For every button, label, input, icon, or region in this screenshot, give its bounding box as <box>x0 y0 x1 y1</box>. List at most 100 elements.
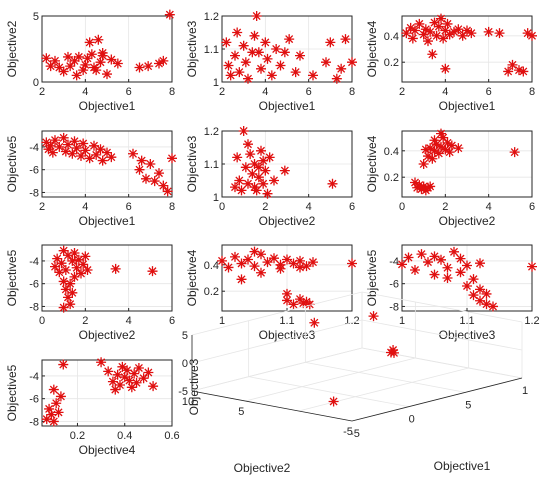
y-axis-line <box>191 390 353 422</box>
x-tick-label: 0.2 <box>70 430 85 442</box>
scatter-point <box>50 135 60 146</box>
x-tick-label: 8 <box>169 201 175 213</box>
x-tick-label: 0 <box>409 414 415 426</box>
scatter-point <box>89 140 99 151</box>
x-tick-label: 2 <box>399 86 405 98</box>
y-tick-label: -6 <box>389 279 399 291</box>
scatter-point <box>425 181 436 192</box>
scatter-point <box>58 245 69 256</box>
axes-frame <box>401 130 533 198</box>
scatter-point <box>45 61 56 72</box>
y-tick-label: -8 <box>389 301 399 313</box>
scatter-point <box>58 66 69 77</box>
scatter-point <box>102 147 112 158</box>
scatter-point <box>258 155 269 166</box>
scatter-point <box>475 295 485 306</box>
scatter-point <box>126 382 137 393</box>
scatter-point <box>131 377 142 388</box>
scatter-point <box>397 259 407 270</box>
scatter-point <box>236 185 247 196</box>
scatter-point <box>71 70 82 81</box>
y-tick-label: 1 <box>213 77 219 89</box>
scatter-point <box>238 126 249 136</box>
scatter-point <box>288 258 299 269</box>
scatter-point <box>84 37 95 48</box>
y-axis-label: Objective2 <box>234 461 291 475</box>
scatter-point <box>51 398 62 409</box>
scatter-point <box>251 185 262 196</box>
scatter-point <box>308 257 318 268</box>
scatter-point <box>117 361 128 372</box>
scatter-matrix-plot-9: 1 1.1 1.2 -4 -6 -8 Objective3 Objective5 <box>365 244 540 342</box>
scatter-point <box>446 140 457 151</box>
x-tick-label: 4 <box>442 86 448 98</box>
scatter-point <box>462 280 472 291</box>
x-tick-label: 1 <box>219 315 225 327</box>
grid-line <box>361 319 523 351</box>
x-axis-line <box>351 377 523 422</box>
scatter-point <box>129 368 140 379</box>
scatter-point <box>134 62 145 73</box>
scatter-point <box>466 28 477 39</box>
y-tick-label: 0.4 <box>384 31 399 43</box>
scatter-point <box>403 252 414 263</box>
scatter-point <box>103 366 114 377</box>
scatter-point <box>295 294 305 305</box>
x-tick-label: 1 <box>399 315 405 327</box>
y-axis-label: Objective3 <box>185 135 199 192</box>
scatter-point <box>43 144 54 155</box>
scatter-point <box>236 274 247 285</box>
scatter-point <box>494 28 505 39</box>
scatter-point <box>110 263 121 274</box>
scatter-point <box>55 391 66 402</box>
y-axis-label: Objective5 <box>365 249 379 306</box>
y-axis-label: Objective3 <box>185 20 199 77</box>
scatter-point <box>164 9 175 20</box>
scatter-point <box>247 168 258 179</box>
scatter-point <box>230 182 240 193</box>
axes-frame <box>41 15 173 83</box>
x-tick-label: 8 <box>349 86 355 98</box>
scatter-point <box>69 247 80 258</box>
scatter-point <box>260 165 271 176</box>
scatter-point <box>102 69 112 80</box>
scatter-point <box>240 162 251 173</box>
scatter-point <box>249 159 260 169</box>
scatter-point <box>279 165 290 176</box>
scatter-point <box>438 33 449 44</box>
scatter-point <box>65 61 76 72</box>
scatter-point <box>262 188 273 199</box>
z-tick-label: -5 <box>178 386 188 398</box>
scatter-point <box>47 147 58 158</box>
scatter-point <box>76 151 86 162</box>
scatter-point <box>288 299 299 310</box>
scatter-point <box>230 50 240 61</box>
scatter-point <box>63 139 73 150</box>
scatter-point <box>436 128 446 139</box>
y-tick-label: -8 <box>29 416 39 428</box>
y-tick-label: 10 <box>182 396 194 408</box>
x-tick-label: 4 <box>82 201 88 213</box>
y-tick-label: -6 <box>29 394 39 406</box>
scatter-point <box>240 57 251 68</box>
scatter-point <box>347 57 357 68</box>
x-tick-label: 1.1 <box>279 315 294 327</box>
scatter-matrix-plot-7: 0 2 4 6 -4 -6 -8 Objective2 Objective5 <box>5 244 175 342</box>
scatter-point <box>95 144 106 155</box>
x-axis-label: Objective1 <box>79 214 136 228</box>
scatter-point <box>245 149 256 160</box>
scatter-point <box>243 178 253 189</box>
scatter-point <box>60 265 71 276</box>
scatter-point <box>243 139 253 150</box>
scatter-point <box>462 25 472 36</box>
scatter-point <box>96 357 107 368</box>
scatter-point <box>290 67 301 78</box>
scatter-point <box>423 257 433 268</box>
scatter-point <box>225 70 236 81</box>
scatter-point <box>110 384 121 395</box>
scatter-point <box>514 65 524 76</box>
x-tick-label: 6 <box>306 86 312 98</box>
y-axis-label: Objective4 <box>185 249 199 306</box>
scatter-point <box>429 135 440 146</box>
scatter-point <box>60 284 71 295</box>
